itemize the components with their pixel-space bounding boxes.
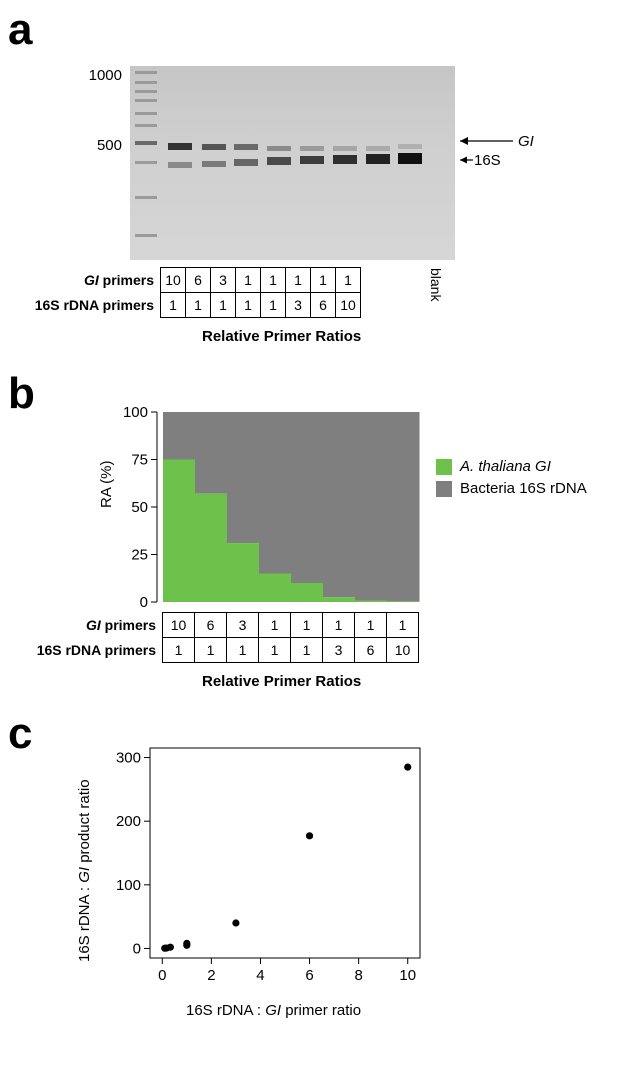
- y-tick-label: 75: [131, 452, 148, 469]
- bar-16s: [291, 412, 324, 583]
- gi-cell: 10: [160, 267, 186, 293]
- s16-cell: 10: [386, 637, 419, 663]
- x-tick-label: 0: [158, 967, 166, 980]
- s16-cell: 6: [310, 292, 336, 318]
- bar-16s: [355, 412, 388, 601]
- primer-table-b: GI primers 10 6 3 1 1 1 1 1 16S rDNA pri…: [6, 612, 419, 663]
- bar-gi: [227, 543, 260, 602]
- x-tick-label: 10: [399, 967, 416, 980]
- legend-swatch-16s: [436, 480, 452, 497]
- gel-bands: [135, 71, 422, 237]
- y-tick-label: 100: [123, 404, 148, 421]
- scatter-x-axis-label: 16S rDNA : GI primer ratio: [186, 1002, 362, 1019]
- s16-cell: 1: [185, 292, 211, 318]
- gi-cell: 10: [162, 612, 195, 638]
- gi-cell: 1: [354, 612, 387, 638]
- s16-cell: 1: [235, 292, 261, 318]
- scatter-point: [166, 943, 174, 951]
- band-label-16s: 16S: [474, 152, 501, 169]
- scatter-y-axis-label: 16S rDNA : GI product ratio: [76, 779, 93, 962]
- gi-cell: 1: [285, 267, 311, 293]
- gi-primers-label: GI primers: [85, 617, 156, 633]
- s16-cell: 1: [226, 637, 259, 663]
- s16-cell: 1: [260, 292, 286, 318]
- relative-primer-ratios-b: Relative Primer Ratios: [202, 673, 362, 690]
- bar-gi: [291, 583, 324, 602]
- y-tick-label: 0: [140, 594, 148, 611]
- panel-label-a: a: [8, 5, 33, 54]
- bar-gi: [195, 493, 228, 602]
- scatter-point: [232, 919, 240, 927]
- legend-label-16s: Bacteria 16S rDNA: [460, 480, 587, 497]
- ra-axis-label: RA (%): [98, 460, 115, 508]
- s16-cell: 1: [162, 637, 195, 663]
- s16-primers-label: 16S rDNA primers: [34, 297, 154, 313]
- s16-cell: 6: [354, 637, 387, 663]
- gi-cell: 1: [235, 267, 261, 293]
- primer-table-a: GI primers 10 6 3 1 1 1 1 1 16S rDNA pri…: [6, 267, 361, 318]
- gi-cell: 6: [185, 267, 211, 293]
- x-tick-label: 8: [354, 967, 362, 980]
- y-tick-label: 200: [116, 813, 141, 830]
- ladder-label-500: 500: [96, 137, 122, 154]
- s16-cell: 1: [210, 292, 236, 318]
- ladder-label-1000: 1000: [88, 67, 122, 84]
- gi-primers-label: GI primers: [83, 272, 154, 288]
- band-label-gi: GI: [518, 133, 534, 150]
- bar-16s: [259, 412, 292, 574]
- bar-gi: [259, 573, 292, 602]
- scatter-point: [404, 763, 412, 771]
- gi-cell: 1: [386, 612, 419, 638]
- x-tick-label: 6: [305, 967, 313, 980]
- s16-cell: 1: [290, 637, 323, 663]
- s16-cell: 1: [194, 637, 227, 663]
- x-tick-label: 4: [256, 967, 264, 980]
- gi-cell: 6: [194, 612, 227, 638]
- s16-cell: 3: [285, 292, 311, 318]
- gi-cell: 1: [260, 267, 286, 293]
- x-tick-label: 2: [207, 967, 215, 980]
- s16-cell: 10: [335, 292, 361, 318]
- legend-swatch-gi: [436, 458, 452, 475]
- bar-16s: [387, 412, 420, 602]
- relative-primer-ratios-a: Relative Primer Ratios: [202, 328, 362, 345]
- legend-item-16s: Bacteria 16S rDNA: [436, 480, 587, 497]
- s16-cell: 1: [160, 292, 186, 318]
- y-tick-label: 25: [131, 547, 148, 564]
- bar-16s: [195, 412, 228, 494]
- gi-cell: 3: [210, 267, 236, 293]
- plot-frame: [149, 747, 421, 959]
- blank-lane-label: blank: [428, 268, 444, 302]
- panel-label-c: c: [8, 709, 33, 758]
- gi-cell: 1: [290, 612, 323, 638]
- bar-gi: [323, 597, 356, 602]
- gi-cell: 1: [258, 612, 291, 638]
- y-tick-label: 100: [116, 877, 141, 894]
- s16-cell: 1: [258, 637, 291, 663]
- bar-gi: [355, 600, 388, 602]
- stacked-bar-chart: 0 25 50 75 100: [123, 404, 420, 611]
- s16-primers-label: 16S rDNA primers: [36, 642, 156, 658]
- y-tick-label: 50: [131, 499, 148, 516]
- bar-gi: [387, 601, 420, 602]
- y-tick-label: 300: [116, 750, 141, 767]
- bar-16s: [323, 412, 356, 598]
- panel-label-b: b: [8, 369, 35, 418]
- legend-item-gi: A. thaliana GI: [436, 458, 551, 475]
- gi-cell: 3: [226, 612, 259, 638]
- gi-cell: 1: [335, 267, 361, 293]
- legend-label-gi: A. thaliana GI: [460, 458, 551, 475]
- gi-cell: 1: [322, 612, 355, 638]
- bar-16s: [227, 412, 260, 544]
- band-arrows: [460, 137, 513, 164]
- bar-gi: [163, 459, 196, 602]
- gel-image: [130, 66, 455, 260]
- bar-16s: [163, 412, 196, 460]
- s16-cell: 3: [322, 637, 355, 663]
- y-tick-label: 0: [133, 940, 141, 957]
- scatter-point: [183, 939, 191, 947]
- scatter-point: [305, 832, 314, 840]
- gi-cell: 1: [310, 267, 336, 293]
